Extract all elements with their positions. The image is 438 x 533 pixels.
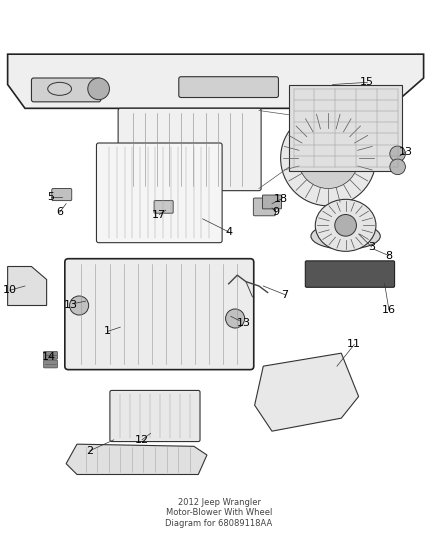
Polygon shape <box>7 266 46 305</box>
Circle shape <box>88 78 110 100</box>
Text: 13: 13 <box>237 318 251 328</box>
Text: 10: 10 <box>3 285 17 295</box>
FancyBboxPatch shape <box>65 259 254 369</box>
Polygon shape <box>254 353 359 431</box>
Text: 11: 11 <box>347 340 361 350</box>
Circle shape <box>390 146 406 161</box>
Circle shape <box>226 309 245 328</box>
Text: 14: 14 <box>42 352 56 362</box>
Text: 13: 13 <box>64 301 78 311</box>
Ellipse shape <box>315 199 376 252</box>
FancyBboxPatch shape <box>52 189 72 200</box>
FancyBboxPatch shape <box>305 261 395 287</box>
Text: 3: 3 <box>368 242 375 252</box>
FancyBboxPatch shape <box>44 351 57 359</box>
Text: 5: 5 <box>47 192 54 202</box>
FancyBboxPatch shape <box>179 77 279 98</box>
FancyBboxPatch shape <box>253 198 276 216</box>
Circle shape <box>335 214 357 236</box>
Text: 16: 16 <box>382 305 396 315</box>
FancyBboxPatch shape <box>289 85 402 171</box>
Text: 4: 4 <box>225 227 232 237</box>
Circle shape <box>390 159 406 175</box>
FancyBboxPatch shape <box>262 195 282 209</box>
Text: 12: 12 <box>135 435 149 445</box>
Text: 13: 13 <box>399 147 413 157</box>
Text: 2012 Jeep Wrangler
Motor-Blower With Wheel
Diagram for 68089118AA: 2012 Jeep Wrangler Motor-Blower With Whe… <box>166 498 272 528</box>
FancyBboxPatch shape <box>32 78 101 102</box>
Ellipse shape <box>298 128 359 189</box>
Text: 1: 1 <box>104 327 111 336</box>
FancyBboxPatch shape <box>96 143 222 243</box>
Text: 8: 8 <box>385 251 392 261</box>
Circle shape <box>70 296 88 315</box>
Ellipse shape <box>48 82 71 95</box>
Ellipse shape <box>311 223 380 249</box>
FancyBboxPatch shape <box>110 391 200 441</box>
Polygon shape <box>66 444 207 474</box>
Polygon shape <box>7 54 424 108</box>
Text: 6: 6 <box>56 207 63 217</box>
FancyBboxPatch shape <box>44 360 57 368</box>
Text: 17: 17 <box>152 209 166 220</box>
Text: 7: 7 <box>281 289 289 300</box>
Text: 18: 18 <box>274 195 288 204</box>
FancyBboxPatch shape <box>154 200 173 213</box>
Text: 2: 2 <box>86 446 94 456</box>
Text: 15: 15 <box>360 77 374 87</box>
Text: 9: 9 <box>273 207 280 217</box>
Ellipse shape <box>281 110 376 206</box>
FancyBboxPatch shape <box>118 108 261 191</box>
